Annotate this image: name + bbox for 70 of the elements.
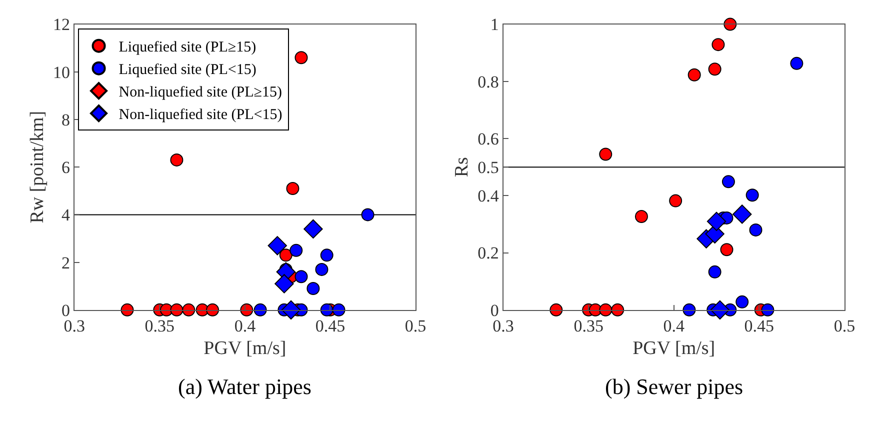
- x-axis-title: PGV [m/s]: [204, 338, 286, 360]
- x-tick-label: 0.45: [744, 316, 774, 336]
- legend-label: Non-liquefied site (PL≥15): [118, 84, 282, 101]
- y-axis-title: Rw [point/km]: [26, 110, 48, 224]
- y-tick-label: 0.2: [478, 244, 499, 263]
- point: [708, 62, 722, 76]
- point: [790, 56, 804, 70]
- point: [634, 210, 648, 224]
- y-tick-label: 12: [52, 15, 70, 34]
- point: [361, 208, 374, 222]
- point: [240, 303, 254, 316]
- point: [294, 51, 308, 64]
- text: (a) Water pipes: [178, 374, 312, 399]
- point: [286, 182, 300, 196]
- y-tick-label: 4: [61, 206, 70, 225]
- point: [732, 204, 752, 224]
- point: [306, 282, 320, 295]
- y-tick-label: 1: [490, 15, 499, 34]
- legend-label: Non-liquefied site (PL<15): [118, 107, 282, 124]
- point: [290, 244, 303, 257]
- point: [274, 274, 294, 294]
- point: [206, 303, 220, 316]
- text: (b) Sewer pipes: [605, 374, 744, 399]
- point: [332, 303, 346, 316]
- x-tick-label: 0.45: [315, 316, 346, 336]
- point: [320, 248, 334, 262]
- point: [294, 270, 308, 284]
- x-tick-label: 0.5: [834, 316, 856, 336]
- y-tick-label: 0.4: [478, 186, 500, 206]
- y-tick-label: 0.5: [478, 158, 499, 178]
- point: [120, 303, 134, 316]
- point: [710, 300, 730, 320]
- y-tick-label: 6: [61, 158, 70, 178]
- point: [722, 175, 735, 188]
- point: [279, 248, 292, 262]
- point: [315, 262, 328, 276]
- x-axis-title: PGV [m/s]: [632, 338, 716, 360]
- point: [761, 303, 774, 316]
- point: [550, 303, 563, 316]
- y-tick-label: 0.6: [478, 129, 499, 148]
- x-tick-label: 0.35: [144, 316, 175, 336]
- x-tick-label: 0.35: [574, 316, 604, 336]
- point: [611, 303, 624, 316]
- point: [599, 148, 612, 161]
- point: [669, 194, 682, 208]
- legend-label: Liquefied site (PL≥15): [118, 40, 256, 56]
- y-axis-title: Rs: [451, 157, 472, 178]
- point: [254, 303, 267, 316]
- point: [182, 303, 196, 316]
- point: [268, 236, 287, 256]
- point: [682, 303, 696, 316]
- point: [170, 153, 184, 166]
- x-tick-label: 0.5: [404, 316, 426, 336]
- point: [708, 265, 722, 278]
- point: [706, 212, 726, 231]
- y-tick-label: 2: [61, 253, 70, 272]
- point: [688, 68, 701, 82]
- point: [304, 219, 323, 239]
- point: [712, 38, 725, 52]
- point: [736, 295, 749, 308]
- y-tick-label: 0.8: [478, 72, 499, 92]
- y-tick-label: 8: [61, 110, 70, 130]
- point: [749, 223, 762, 236]
- point: [746, 188, 759, 202]
- legend-label: Liquefied site (PL<15): [118, 62, 256, 78]
- point: [724, 18, 737, 31]
- x-tick-label: 0.4: [663, 316, 685, 336]
- x-tick-label: 0.4: [234, 316, 256, 336]
- point: [720, 243, 734, 256]
- y-tick-label: 10: [52, 62, 70, 82]
